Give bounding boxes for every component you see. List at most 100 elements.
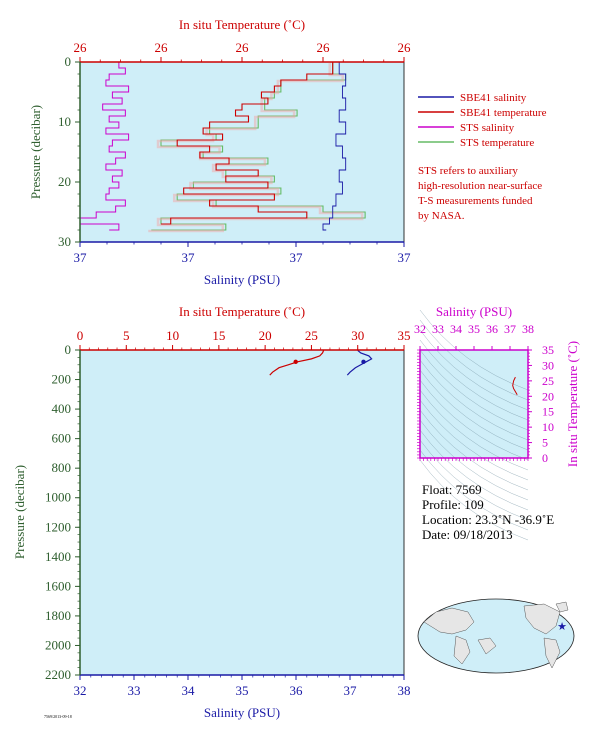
ts-right-tick-label: 35 [542, 343, 554, 357]
upper-top-tick-label: 26 [317, 40, 331, 55]
upper-legend: SBE41 salinity SBE41 temperature STS sal… [418, 92, 547, 149]
lower-top-tick-label: 0 [77, 328, 84, 343]
upper-y-tick-label: 10 [58, 114, 71, 129]
upper-y-tick-label: 20 [58, 174, 71, 189]
ts-density-contour [419, 339, 529, 421]
note-line-3: T-S measurements funded [418, 195, 533, 207]
lower-bottom-tick-label: 33 [128, 683, 141, 698]
ts-top-tick-label: 34 [450, 322, 462, 336]
upper-top-tick-label: 26 [74, 40, 88, 55]
footer-text: 7569/2013-09-18 [44, 714, 72, 719]
ts-density-contour [419, 379, 529, 461]
lower-bottom-tick-label: 34 [182, 683, 196, 698]
ts-top-tick-label: 33 [432, 322, 444, 336]
map-landmass-africa [453, 635, 471, 665]
ts-density-contour [419, 369, 529, 451]
ts-top-tick-label: 36 [486, 322, 498, 336]
ts-density-contour [419, 399, 529, 481]
upper-line-sts-temperature-shadow [148, 63, 364, 233]
upper-line-sbe41-temperature [161, 62, 334, 225]
ts-density-contour [419, 359, 529, 441]
lower-y-tick-label: 400 [52, 401, 72, 416]
lower-top-tick-label: 15 [212, 328, 225, 343]
note-line-1: STS refers to auxiliary [418, 165, 518, 177]
lower-top-tick-label: 25 [305, 328, 318, 343]
legend-label-sts-salinity: STS salinity [460, 122, 515, 134]
lower-line-temperature [269, 350, 325, 376]
upper-panel: 26 26 26 26 26 37 37 37 37 0 10 20 30 In situ Temper… [28, 17, 547, 287]
map-landmass-north-america [523, 603, 561, 635]
lower-y-tick-label: 800 [52, 460, 72, 475]
note-line-4: by NASA. [418, 210, 465, 222]
lower-y-tick-label: 0 [65, 342, 72, 357]
lower-panel: 0 5 10 15 20 25 30 35 32 33 34 35 36 37 38 0 200 400 600 80… [12, 304, 411, 720]
lower-bottom-tick-label: 32 [74, 683, 87, 698]
upper-bottom-tick-label: 37 [182, 250, 196, 265]
lower-plot-area [80, 350, 404, 675]
world-map: ★ [417, 598, 575, 674]
lower-bottom-tick-label: 36 [290, 683, 304, 698]
upper-line-sts-salinity [79, 62, 130, 231]
upper-top-tick-label: 26 [155, 40, 169, 55]
float-location-star-icon: ★ [557, 621, 567, 633]
upper-top-tick-label: 26 [398, 40, 412, 55]
lower-y-tick-label: 1400 [45, 549, 71, 564]
lower-y-tick-label: 1000 [45, 490, 71, 505]
lower-top-axis-title: In situ Temperature (˚C) [179, 304, 305, 319]
ts-density-contour [419, 389, 529, 471]
lower-y-axis-title: Pressure (decibar) [12, 465, 27, 559]
upper-axis-ticks: 26 26 26 26 26 37 37 37 37 0 10 20 30 [58, 40, 411, 265]
lower-bottom-tick-label: 37 [344, 683, 358, 698]
legend-label-sbe41-salinity: SBE41 salinity [460, 92, 527, 104]
note-line-2: high-resolution near-surface [418, 180, 542, 192]
ts-top-tick-label: 32 [414, 322, 426, 336]
ts-density-contour [419, 349, 529, 431]
info-date: Date: 09/18/2013 [422, 527, 513, 542]
lower-top-tick-label: 10 [166, 328, 179, 343]
upper-note: STS refers to auxiliary high-resolution … [418, 165, 542, 222]
lower-bottom-tick-label: 35 [236, 683, 249, 698]
ts-profile-line [512, 376, 518, 395]
info-float: Float: 7569 [422, 482, 482, 497]
lower-axis-ticks: 0 5 10 15 20 25 30 35 32 33 34 35 36 37 38 0 200 400 600 80… [45, 328, 411, 698]
lower-bottom-axis-title: Salinity (PSU) [204, 705, 280, 720]
upper-bottom-tick-label: 37 [74, 250, 88, 265]
ts-series-group [512, 376, 518, 395]
map-landmass-south-america [543, 637, 561, 669]
legend-label-sbe41-temperature: SBE41 temperature [460, 107, 547, 119]
lower-bottom-tick-label: 38 [398, 683, 411, 698]
upper-bottom-tick-label: 37 [290, 250, 304, 265]
ts-right-tick-label: 0 [542, 451, 548, 465]
ts-right-tick-label: 20 [542, 389, 554, 403]
lower-y-tick-label: 1600 [45, 578, 71, 593]
lower-top-tick-label: 30 [351, 328, 364, 343]
ts-right-tick-label: 25 [542, 374, 554, 388]
ts-plot-area [420, 350, 528, 458]
map-landmass-eurasia [423, 607, 475, 635]
lower-series-group [269, 350, 373, 376]
lower-y-tick-label: 600 [52, 431, 72, 446]
lower-top-tick-label: 35 [398, 328, 411, 343]
lower-marker-temperature [293, 359, 298, 365]
upper-bottom-tick-label: 37 [398, 250, 412, 265]
ts-right-axis-title: In situ Temperature (˚C) [565, 341, 580, 467]
lower-marker-salinity [361, 359, 366, 365]
upper-line-sbe41-salinity [322, 62, 347, 231]
map-land [423, 601, 569, 669]
upper-y-axis-title: Pressure (decibar) [28, 105, 43, 199]
lower-y-tick-label: 1800 [45, 608, 71, 623]
legend-label-sts-temperature: STS temperature [460, 137, 534, 149]
lower-y-tick-label: 200 [52, 372, 72, 387]
upper-y-tick-label: 0 [65, 54, 72, 69]
upper-top-axis-title: In situ Temperature (˚C) [179, 17, 305, 32]
ts-right-tick-label: 5 [542, 436, 548, 450]
ts-right-tick-label: 30 [542, 358, 554, 372]
ts-top-tick-label: 37 [504, 322, 516, 336]
map-landmass-australia [477, 637, 497, 655]
ts-density-contour [419, 459, 529, 541]
info-profile: Profile: 109 [422, 497, 484, 512]
lower-y-tick-label: 1200 [45, 519, 71, 534]
